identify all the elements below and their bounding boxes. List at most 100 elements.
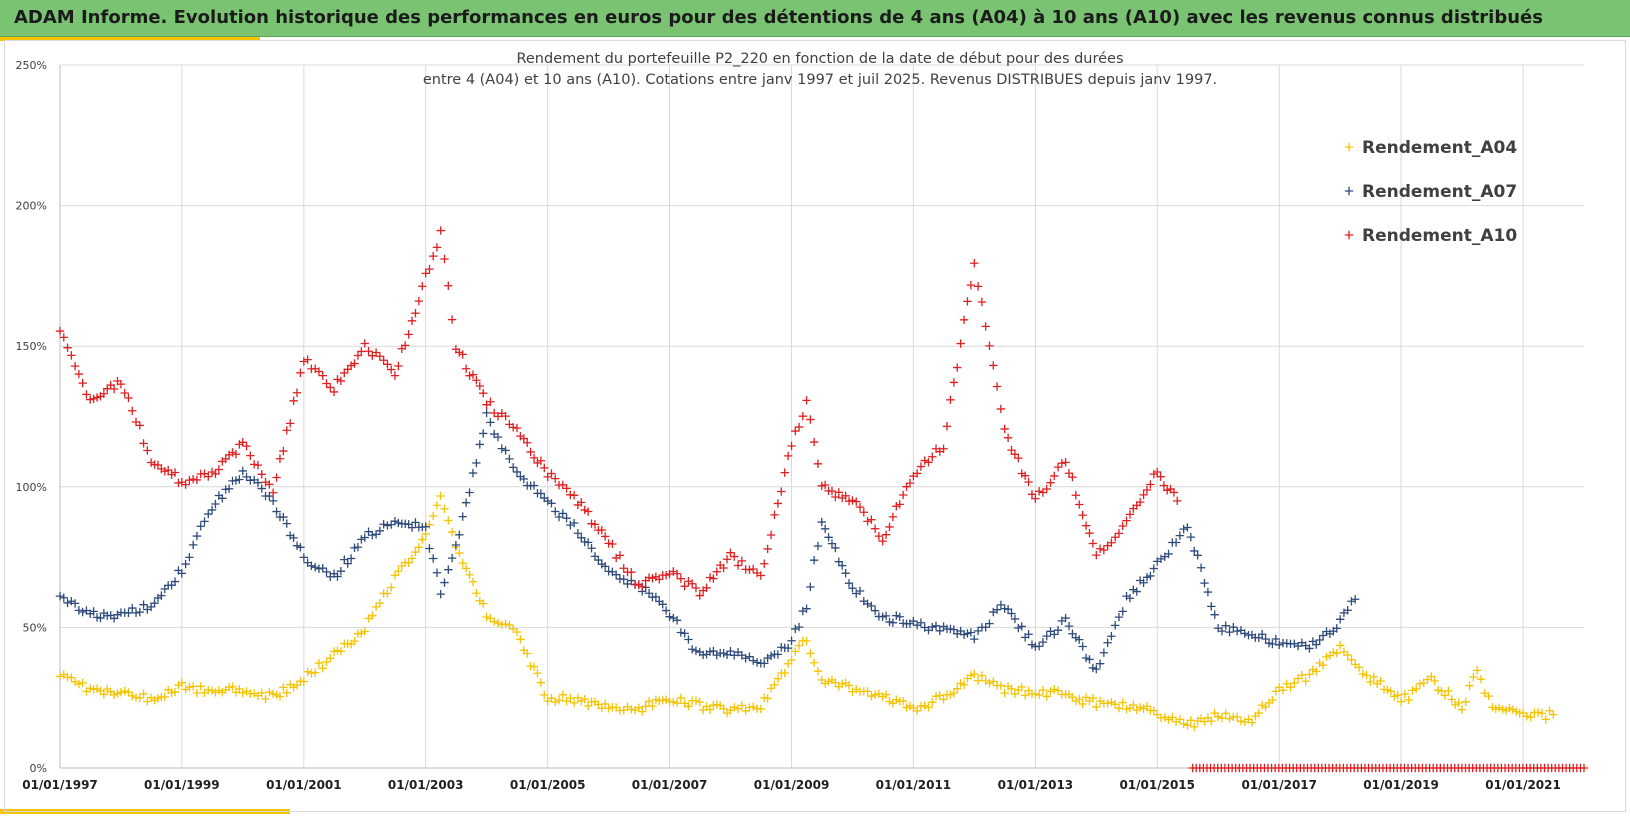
data-point xyxy=(314,367,324,376)
data-point xyxy=(956,339,965,348)
data-point xyxy=(573,529,583,538)
data-point xyxy=(336,647,346,656)
data-point xyxy=(472,589,481,598)
data-point xyxy=(1146,480,1155,489)
data-point xyxy=(912,706,922,716)
data-point xyxy=(733,704,743,714)
data-point xyxy=(455,548,464,558)
data-point xyxy=(749,702,758,712)
data-point xyxy=(1164,549,1173,559)
data-point xyxy=(1332,649,1341,658)
data-point xyxy=(691,696,701,705)
data-point xyxy=(447,315,457,324)
data-point xyxy=(1053,686,1063,695)
data-point xyxy=(1440,691,1450,700)
data-point xyxy=(322,567,331,577)
data-point xyxy=(428,554,438,563)
data-point xyxy=(177,569,187,578)
data-point xyxy=(1190,546,1199,556)
data-point xyxy=(741,706,750,716)
data-point xyxy=(1447,695,1456,704)
data-point xyxy=(583,507,593,516)
data-point xyxy=(1110,700,1120,709)
data-point xyxy=(303,667,312,676)
data-point xyxy=(1579,763,1589,773)
data-point xyxy=(425,520,434,530)
data-point xyxy=(326,653,335,663)
data-point xyxy=(824,533,833,542)
data-point xyxy=(368,530,377,540)
data-point xyxy=(855,502,865,512)
data-point xyxy=(566,693,575,703)
data-point xyxy=(827,539,837,548)
data-point xyxy=(684,635,693,644)
data-point xyxy=(766,530,776,540)
data-point xyxy=(1107,698,1116,707)
data-point xyxy=(364,347,373,356)
data-point xyxy=(684,702,693,711)
data-point xyxy=(200,517,209,526)
data-point xyxy=(1186,716,1196,725)
data-point xyxy=(296,368,305,378)
data-point xyxy=(806,649,815,658)
x-tick-label: 01/01/1997 xyxy=(22,778,98,792)
data-point xyxy=(1203,587,1213,597)
x-tick-label: 01/01/2013 xyxy=(998,778,1074,792)
data-point xyxy=(1261,702,1270,712)
data-point xyxy=(357,347,366,356)
data-point xyxy=(981,322,990,331)
data-point xyxy=(619,564,628,573)
data-point xyxy=(512,423,522,433)
data-point xyxy=(1347,597,1356,606)
data-point xyxy=(1139,578,1148,587)
data-point xyxy=(1107,632,1116,641)
data-point xyxy=(730,552,739,561)
data-point xyxy=(895,500,904,509)
data-point xyxy=(1207,716,1216,726)
data-point xyxy=(1139,490,1148,500)
y-tick-label: 200% xyxy=(16,200,47,213)
data-point xyxy=(863,599,872,609)
data-point xyxy=(977,297,987,307)
data-point xyxy=(783,451,793,461)
data-point xyxy=(787,655,796,665)
data-point xyxy=(1210,610,1219,619)
data-point xyxy=(1526,713,1535,722)
data-point xyxy=(261,477,270,487)
data-point xyxy=(1046,478,1055,487)
data-point xyxy=(461,498,471,507)
data-point xyxy=(185,553,194,562)
data-point xyxy=(608,539,617,549)
data-point xyxy=(390,571,400,580)
data-point xyxy=(1000,424,1009,434)
data-point xyxy=(924,458,933,467)
title-line-2: entre 4 (A04) et 10 ans (A10). Cotations… xyxy=(423,72,1217,88)
data-point xyxy=(67,351,76,360)
data-point xyxy=(787,441,796,451)
data-point xyxy=(691,583,701,593)
data-point xyxy=(493,618,503,628)
data-point xyxy=(726,548,735,557)
data-point xyxy=(512,467,522,477)
data-point xyxy=(411,518,420,527)
data-point xyxy=(1408,686,1417,695)
x-tick-label: 01/01/1999 xyxy=(144,778,220,792)
data-point xyxy=(672,616,682,625)
data-point xyxy=(1007,684,1016,693)
data-point xyxy=(953,684,962,693)
data-point xyxy=(777,487,786,496)
data-point xyxy=(1142,485,1152,495)
data-point xyxy=(235,475,244,484)
data-point xyxy=(867,691,876,701)
data-point xyxy=(1271,634,1281,644)
data-point xyxy=(1290,639,1299,648)
data-point xyxy=(135,693,145,703)
data-point xyxy=(627,576,636,585)
legend-label: Rendement_A07 xyxy=(1362,182,1517,202)
data-point xyxy=(770,680,779,689)
data-point xyxy=(809,555,819,565)
data-point xyxy=(1175,531,1185,540)
data-point xyxy=(773,499,783,508)
data-point xyxy=(128,603,137,613)
data-point xyxy=(966,280,976,290)
